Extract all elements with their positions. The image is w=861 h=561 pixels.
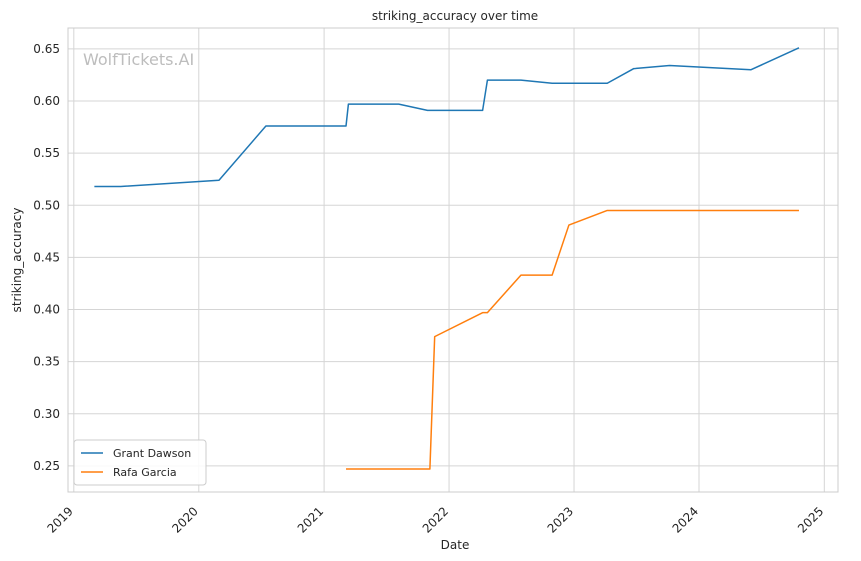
legend-box — [73, 439, 207, 486]
y-tick-label: 0.25 — [33, 459, 60, 473]
plot-frame — [67, 27, 839, 493]
chart-title: striking_accuracy over time — [372, 9, 538, 23]
series-line-grant-dawson — [94, 47, 800, 188]
y-tick-label: 0.55 — [33, 146, 60, 160]
legend-label-rafa-garcia: Rafa Garcia — [113, 466, 177, 479]
legend: Grant Dawson Rafa Garcia — [73, 439, 207, 486]
plot-series — [94, 47, 800, 470]
y-tick-label: 0.50 — [33, 198, 60, 212]
y-tick-label: 0.60 — [33, 94, 60, 108]
y-tick-label: 0.35 — [33, 355, 60, 369]
watermark-text: WolfTickets.AI — [83, 50, 194, 69]
y-tick-label: 0.40 — [33, 303, 60, 317]
x-axis-label: Date — [441, 538, 470, 552]
y-tick-label: 0.65 — [33, 42, 60, 56]
y-axis-label: striking_accuracy — [10, 208, 24, 313]
series-line-rafa-garcia — [346, 209, 799, 470]
y-tick-label: 0.45 — [33, 250, 60, 264]
y-tick-labels: 0.25 0.30 0.35 0.40 0.45 0.50 0.55 0.60 0.65 — [33, 42, 60, 473]
legend-label-grant-dawson: Grant Dawson — [113, 447, 191, 460]
y-tick-label: 0.30 — [33, 407, 60, 421]
